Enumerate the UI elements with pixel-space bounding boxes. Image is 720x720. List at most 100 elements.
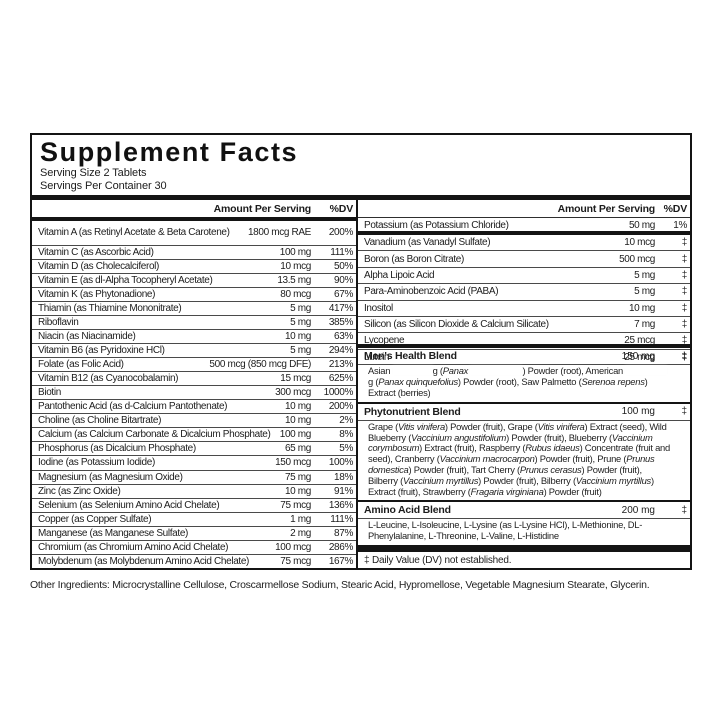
- description-text: ) Extract (seed), Wild Blueberry (: [368, 420, 667, 443]
- serving-size: Serving Size 2 Tablets: [40, 167, 147, 179]
- amount-per-serving-header: Amount Per Serving: [213, 202, 312, 215]
- description-text: ) Powder (root), Saw Palmetto (: [457, 376, 582, 388]
- nutrient-dv: 167%: [328, 555, 354, 567]
- blend-header-row: Amino Acid Blend 200 mg ‡: [358, 502, 690, 520]
- nutrient-amount: 10 mg: [284, 401, 311, 413]
- redacted-text: [470, 367, 523, 376]
- nutrient-name: Phosphorus (as Dicalcium Phosphate): [38, 443, 196, 455]
- nutrient-row: Phosphorus (as Dicalcium Phosphate) 65 mg…: [32, 441, 356, 455]
- nutrient-amount: 2 mg: [290, 527, 311, 539]
- description-text: g (: [368, 376, 379, 388]
- nutrient-row: Chromium (as Chromium Amino Acid Chelate…: [32, 539, 356, 554]
- nutrient-amount: 100 mcg: [275, 541, 311, 553]
- divider-bar: [358, 195, 690, 200]
- nutrient-name: Folate (as Folic Acid): [38, 359, 124, 371]
- nutrient-name: Vitamin C (as Ascorbic Acid): [38, 246, 154, 258]
- nutrient-name: Vitamin E (as dl-Alpha Tocopheryl Acetat…: [38, 274, 213, 286]
- nutrient-name: Vitamin D (as Cholecalciferol): [38, 260, 160, 272]
- blend-name: Men's Health Blend: [364, 350, 457, 363]
- nutrient-name: Pantothenic Acid (as d-Calcium Pantothen…: [38, 401, 228, 413]
- nutrient-dv: 18%: [334, 471, 353, 483]
- nutrient-amount: 10 mcg: [624, 237, 655, 249]
- nutrient-name: Manganese (as Manganese Sulfate): [38, 527, 189, 539]
- nutrient-name: Vitamin A (as Retinyl Acetate & Beta Car…: [38, 227, 230, 239]
- nutrient-name: Selenium (as Selenium Amino Acid Chelate…: [38, 499, 220, 511]
- nutrient-name: Riboflavin: [38, 316, 79, 328]
- nutrient-dv: 50%: [334, 260, 353, 272]
- nutrient-row: Vitamin C (as Ascorbic Acid) 100 mg 111%: [32, 244, 356, 259]
- nutrient-dv: 286%: [328, 541, 354, 553]
- nutrient-amount: 1 mg: [290, 513, 311, 525]
- nutrient-amount: 75 mcg: [280, 499, 311, 511]
- nutrient-name: Boron (as Boron Citrate): [364, 253, 464, 265]
- dv-footnote: ‡ Daily Value (DV) not established.: [364, 554, 512, 566]
- blend-section: Men's Health Blend 150 mg ‡ Asian g (Panax …: [358, 348, 690, 401]
- nutrient-amount: 10 mg: [284, 485, 311, 497]
- nutrient-name: Vitamin B6 (as Pyridoxine HCl): [38, 344, 165, 356]
- nutrient-amount: 5 mg: [634, 269, 655, 281]
- nutrient-name: Niacin (as Niacinamide): [38, 330, 136, 342]
- description-text: Vitis vinifera: [537, 420, 585, 432]
- nutrient-name: Vitamin K (as Phytonadione): [38, 288, 156, 300]
- nutrient-dv: 8%: [339, 429, 353, 441]
- nutrient-name: Vitamin B12 (as Cyanocobalamin): [38, 373, 179, 385]
- nutrient-dv: 90%: [334, 274, 353, 286]
- nutrient-row: Selenium (as Selenium Amino Acid Chelate…: [32, 497, 356, 512]
- nutrient-row: Thiamin (as Thiamine Mononitrate) 5 mg 417…: [32, 300, 356, 315]
- description-text: Rubus idaeus: [525, 442, 580, 454]
- nutrient-name: Lycopene: [364, 335, 405, 347]
- nutrient-dv: 91%: [334, 485, 353, 497]
- description-text: Prunus domestica: [368, 453, 655, 476]
- nutrient-row: Magnesium (as Magnesium Oxide) 75 mg 18%: [32, 469, 356, 484]
- amount-per-serving-header: Amount Per Serving: [557, 202, 656, 215]
- supplement-facts-label: Supplement Facts Serving Size 2 Tablets …: [30, 133, 692, 570]
- nutrient-dv: 63%: [334, 330, 353, 342]
- description-text: ) Powder (fruit): [543, 485, 602, 497]
- nutrient-dv: 67%: [334, 288, 353, 300]
- blend-section: Amino Acid Blend 200 mg ‡ L-Leucine, L-Isol…: [358, 500, 690, 545]
- right-column: Amount Per Serving %DV Potassium (as Pot…: [356, 195, 690, 568]
- nutrient-amount: 10 mg: [284, 330, 311, 342]
- nutrient-dv: 294%: [328, 344, 354, 356]
- blend-description: Asian g (Panax ) Powder (root), American…: [358, 365, 690, 401]
- nutrient-row: Vitamin D (as Cholecalciferol) 10 mcg 50%: [32, 258, 356, 273]
- divider-bar: [358, 230, 690, 235]
- nutrient-amount: 5 mg: [290, 316, 311, 328]
- nutrient-name: Chromium (as Chromium Amino Acid Chelate…: [38, 541, 229, 553]
- page-title: Supplement Facts: [40, 137, 299, 167]
- description-text: Vitis vinifera: [398, 420, 445, 432]
- nutrient-name: Calcium (as Calcium Carbonate & Dicalciu…: [38, 429, 271, 441]
- nutrient-amount: 15 mcg: [280, 373, 311, 385]
- divider-bar: [358, 344, 690, 349]
- nutrient-dv: 2%: [339, 415, 353, 427]
- description-text: ) Powder (fruit), Grape (: [444, 420, 538, 432]
- nutrient-name: Biotin: [38, 387, 61, 399]
- nutrient-amount: 50 mg: [628, 220, 655, 232]
- nutrient-amount: 7 mg: [634, 319, 655, 331]
- nutrient-dv: 5%: [339, 443, 353, 455]
- description-text: Vaccinium myrtillus: [575, 474, 651, 486]
- nutrient-dv: ‡: [681, 335, 688, 347]
- description-text: Grape (: [368, 420, 399, 432]
- nutrient-amount: 80 mcg: [280, 288, 311, 300]
- nutrient-amount: 5 mg: [290, 302, 311, 314]
- nutrient-row: Vitamin B6 (as Pyridoxine HCl) 5 mg 294%: [32, 342, 356, 357]
- nutrient-dv: 1000%: [323, 387, 354, 399]
- nutrient-row: Boron (as Boron Citrate) 500 mcg ‡: [358, 250, 690, 266]
- description-text: ) Powder (fruit), Bilberry (: [368, 464, 642, 486]
- blend-amount: 150 mg: [621, 350, 655, 362]
- blend-header-row: Phytonutrient Blend 100 mg ‡: [358, 404, 690, 421]
- divider-bar: [358, 545, 690, 552]
- nutrient-dv: 200%: [328, 227, 354, 239]
- blend-amount: 200 mg: [621, 504, 655, 516]
- nutrient-dv: 1%: [673, 220, 687, 232]
- nutrient-amount: 100 mg: [279, 246, 312, 258]
- description-text: ) Extract (fruit), Raspberry (: [419, 442, 526, 454]
- nutrient-row: Vitamin A (as Retinyl Acetate & Beta Car…: [32, 221, 356, 245]
- nutrient-row: Niacin (as Niacinamide) 10 mg 63%: [32, 328, 356, 343]
- nutrient-name: Choline (as Choline Bitartrate): [38, 415, 162, 427]
- description-text: ) Concentrate (fruit and seed), Cranberr…: [368, 442, 670, 465]
- nutrient-name: Inositol: [364, 302, 393, 314]
- nutrient-name: Potassium (as Potassium Chloride): [364, 220, 509, 232]
- description-text: ) Powder (fruit), Blueberry (: [506, 431, 612, 443]
